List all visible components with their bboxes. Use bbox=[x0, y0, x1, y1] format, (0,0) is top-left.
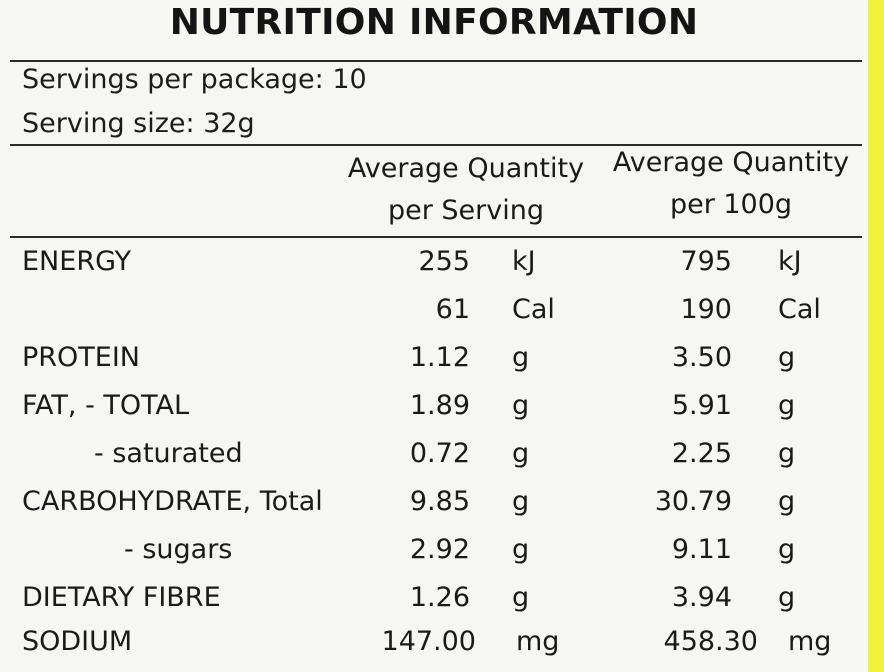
nutrient-label: ENERGY bbox=[22, 246, 132, 277]
nutrient-label: SODIUM bbox=[22, 626, 133, 657]
per-100g-value: 9.11 bbox=[671, 534, 732, 565]
per-serving-value: 61 bbox=[435, 294, 470, 325]
per-100g-value: 190 bbox=[680, 294, 732, 325]
nutrient-label: - saturated bbox=[94, 438, 243, 469]
per-100g-unit: g bbox=[778, 486, 796, 517]
divider-middle bbox=[10, 144, 862, 146]
per-serving-unit: Cal bbox=[512, 294, 555, 325]
per-serving-value: 1.12 bbox=[409, 342, 470, 373]
nutrient-row-energy-kj: ENERGY 255 kJ 795 kJ bbox=[0, 240, 868, 288]
nutrient-row-sodium: SODIUM 147.00 mg 458.30 mg bbox=[0, 620, 868, 668]
per-100g-unit: g bbox=[778, 582, 796, 613]
column-header-per-100g-line2: per 100g bbox=[669, 189, 793, 220]
nutrient-row-sugars: - sugars 2.92 g 9.11 g bbox=[0, 528, 868, 576]
per-serving-unit: g bbox=[512, 438, 530, 469]
column-header-per-serving: Average Quantity per Serving bbox=[340, 148, 592, 232]
nutrient-row-fat-total: FAT, - TOTAL 1.89 g 5.91 g bbox=[0, 384, 868, 432]
divider-header bbox=[10, 236, 862, 238]
serving-size: Serving size: 32g bbox=[22, 108, 255, 139]
per-100g-unit: Cal bbox=[778, 294, 821, 325]
column-header-per-serving-line1: Average Quantity bbox=[347, 153, 585, 184]
per-serving-value: 1.89 bbox=[409, 390, 470, 421]
divider-top bbox=[10, 60, 862, 62]
nutrient-row-carbohydrate: CARBOHYDRATE, Total 9.85 g 30.79 g bbox=[0, 480, 868, 528]
column-header-per-100g-line1: Average Quantity bbox=[612, 147, 850, 178]
per-100g-unit: g bbox=[778, 342, 796, 373]
nutrient-row-energy-cal: 61 Cal 190 Cal bbox=[0, 288, 868, 336]
column-header-per-100g: Average Quantity per 100g bbox=[600, 142, 862, 226]
per-100g-value: 30.79 bbox=[654, 486, 732, 517]
nutrient-label: DIETARY FIBRE bbox=[22, 582, 221, 613]
per-serving-unit: g bbox=[512, 582, 530, 613]
servings-per-package: Servings per package: 10 bbox=[22, 64, 367, 95]
per-serving-unit: g bbox=[512, 342, 530, 373]
per-serving-unit: mg bbox=[516, 626, 560, 657]
per-100g-value: 795 bbox=[680, 246, 732, 277]
per-100g-unit: g bbox=[778, 438, 796, 469]
per-100g-value: 2.25 bbox=[671, 438, 732, 469]
per-100g-value: 3.50 bbox=[671, 342, 732, 373]
column-header-per-serving-line2: per Serving bbox=[387, 195, 544, 226]
nutrient-row-saturated: - saturated 0.72 g 2.25 g bbox=[0, 432, 868, 480]
per-serving-unit: g bbox=[512, 486, 530, 517]
nutrient-label: - sugars bbox=[124, 534, 233, 565]
per-serving-value: 255 bbox=[418, 246, 470, 277]
per-serving-value: 147.00 bbox=[381, 626, 476, 657]
per-serving-value: 9.85 bbox=[409, 486, 470, 517]
per-serving-unit: kJ bbox=[512, 246, 536, 277]
nutrient-label: FAT, - TOTAL bbox=[22, 390, 190, 421]
per-100g-unit: mg bbox=[788, 626, 832, 657]
per-100g-value: 3.94 bbox=[671, 582, 732, 613]
nutrient-row-dietary-fibre: DIETARY FIBRE 1.26 g 3.94 g bbox=[0, 576, 868, 624]
per-serving-value: 2.92 bbox=[409, 534, 470, 565]
per-serving-value: 1.26 bbox=[409, 582, 470, 613]
per-100g-value: 5.91 bbox=[671, 390, 732, 421]
nutrient-label: CARBOHYDRATE, Total bbox=[22, 486, 323, 517]
per-100g-unit: kJ bbox=[778, 246, 802, 277]
nutrient-row-protein: PROTEIN 1.12 g 3.50 g bbox=[0, 336, 868, 384]
per-serving-unit: g bbox=[512, 390, 530, 421]
nutrient-label: PROTEIN bbox=[22, 342, 141, 373]
per-100g-unit: g bbox=[778, 534, 796, 565]
nutrition-title: NUTRITION INFORMATION bbox=[169, 2, 699, 43]
per-100g-value: 458.30 bbox=[663, 626, 758, 657]
per-100g-unit: g bbox=[778, 390, 796, 421]
per-serving-unit: g bbox=[512, 534, 530, 565]
per-serving-value: 0.72 bbox=[409, 438, 470, 469]
